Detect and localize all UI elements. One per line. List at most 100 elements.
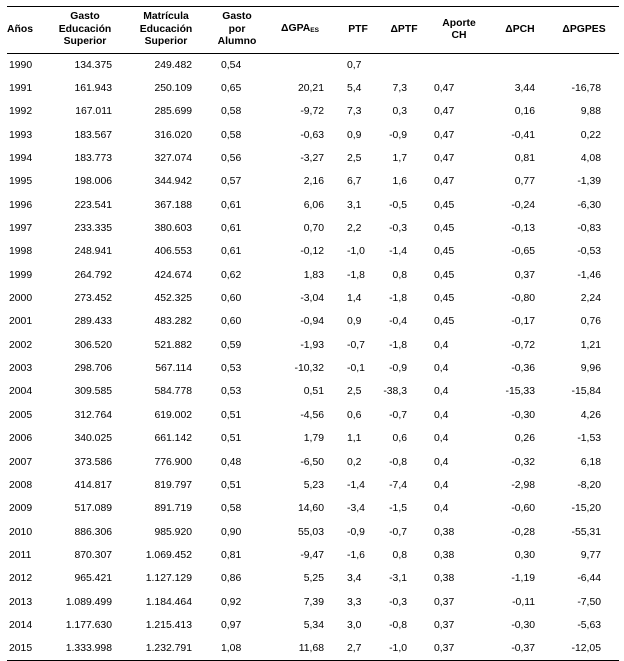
cell-delta-gpa-es: -1,93 bbox=[300, 339, 324, 351]
cell-gasto-educacion-superior: 886.306 bbox=[74, 526, 112, 538]
table-row: 1992 167.011 285.699 0,58 -9,72 7,3 0,3 0,47 0,1… bbox=[7, 100, 619, 123]
cell-delta-pgpes: 9,77 bbox=[580, 549, 601, 561]
cell-delta-ptf: 1,6 bbox=[392, 176, 407, 188]
cell-ptf: -1,6 bbox=[347, 549, 365, 561]
cell-anio: 2007 bbox=[9, 456, 33, 468]
cell-delta-pgpes: 1,21 bbox=[580, 339, 601, 351]
cell-delta-pgpes: -1,53 bbox=[577, 433, 601, 445]
table-row: 2015 1.333.998 1.232.791 1,08 11,68 2,7 -1,0 0,… bbox=[7, 637, 619, 661]
cell-anio: 1994 bbox=[9, 153, 33, 165]
cell-matricula-educacion-superior: 344.942 bbox=[154, 176, 192, 188]
cell-anio: 1999 bbox=[9, 269, 33, 281]
cell-delta-ptf: -1,0 bbox=[381, 637, 427, 661]
cell-gasto-por-alumno: 0,56 bbox=[221, 153, 242, 165]
cell-aporte-ch: 0,45 bbox=[434, 269, 455, 281]
cell-delta-ptf: -0,4 bbox=[389, 316, 407, 328]
cell-delta-pgpes: -15,84 bbox=[571, 386, 601, 398]
header-delta-pch: ΔPCH bbox=[491, 6, 549, 54]
cell-anio: 2012 bbox=[9, 573, 33, 585]
cell-ptf: -0,9 bbox=[347, 526, 365, 538]
cell-delta-pgpes: -0,83 bbox=[577, 223, 601, 235]
cell-anio: 1990 bbox=[9, 59, 33, 71]
cell-ptf: 2,5 bbox=[347, 386, 362, 398]
cell-aporte-ch: 0,45 bbox=[434, 246, 455, 258]
cell-delta-pch: -0,13 bbox=[511, 223, 535, 235]
cell-matricula-educacion-superior: 584.778 bbox=[154, 386, 192, 398]
cell-gasto-por-alumno: 0,62 bbox=[221, 269, 242, 281]
cell-anio: 1997 bbox=[9, 223, 33, 235]
cell-gasto-por-alumno: 0,53 bbox=[221, 386, 242, 398]
cell-matricula-educacion-superior: 661.142 bbox=[154, 433, 192, 445]
cell-delta-pch: 0,30 bbox=[514, 549, 535, 561]
cell-aporte-ch: 0,47 bbox=[434, 176, 455, 188]
cell-delta-pch: -0,80 bbox=[511, 293, 535, 305]
cell-gasto-educacion-superior: 517.089 bbox=[74, 503, 112, 515]
cell-delta-ptf: 0,3 bbox=[392, 106, 407, 118]
cell-matricula-educacion-superior: 1.184.464 bbox=[145, 596, 192, 608]
cell-gasto-por-alumno: 0,90 bbox=[221, 526, 242, 538]
cell-delta-pgpes: -12,05 bbox=[549, 637, 619, 661]
cell-gasto-por-alumno: 0,97 bbox=[221, 619, 242, 631]
cell-delta-gpa-es: -10,32 bbox=[294, 363, 324, 375]
cell-aporte-ch: 0,4 bbox=[434, 503, 449, 515]
cell-ptf: 0,2 bbox=[347, 456, 362, 468]
cell-gasto-educacion-superior: 870.307 bbox=[74, 549, 112, 561]
cell-delta-pch: 0,16 bbox=[514, 106, 535, 118]
cell-gasto-por-alumno: 0,61 bbox=[221, 246, 242, 258]
header-gasto-por-alumno: Gasto por Alumno bbox=[209, 6, 265, 54]
cell-delta-gpa-es: 7,39 bbox=[303, 596, 324, 608]
table-row: 2004 309.585 584.778 0,53 0,51 2,5 -38,3 0,4 -15… bbox=[7, 380, 619, 403]
cell-matricula-educacion-superior: 985.920 bbox=[154, 526, 192, 538]
table-row: 2000 273.452 452.325 0,60 -3,04 1,4 -1,8 0,45 -0… bbox=[7, 287, 619, 310]
cell-aporte-ch: 0,4 bbox=[434, 363, 449, 375]
cell-delta-pch: -0,72 bbox=[511, 339, 535, 351]
cell-delta-ptf: 1,7 bbox=[392, 153, 407, 165]
table-row: 2010 886.306 985.920 0,90 55,03 -0,9 -0,7 0,38 -… bbox=[7, 520, 619, 543]
cell-delta-gpa-es: -3,04 bbox=[300, 293, 324, 305]
cell-ptf: 3,4 bbox=[347, 573, 362, 585]
cell-gasto-educacion-superior: 298.706 bbox=[74, 363, 112, 375]
cell-gasto-educacion-superior: 414.817 bbox=[74, 479, 112, 491]
cell-aporte-ch: 0,47 bbox=[434, 153, 455, 165]
cell-delta-ptf: -38,3 bbox=[383, 386, 407, 398]
cell-aporte-ch: 0,47 bbox=[434, 83, 455, 95]
document-page: Años Gasto Educación Superior Matrícula … bbox=[7, 6, 619, 661]
cell-delta-ptf: -0,5 bbox=[389, 199, 407, 211]
cell-anio: 2006 bbox=[9, 433, 33, 445]
cell-anio: 1991 bbox=[9, 83, 33, 95]
cell-delta-pch: 0,26 bbox=[514, 433, 535, 445]
cell-ptf: 2,7 bbox=[335, 637, 381, 661]
cell-ptf: -1,4 bbox=[347, 479, 365, 491]
cell-aporte-ch: 0,45 bbox=[434, 316, 455, 328]
cell-ptf: 0,9 bbox=[347, 129, 362, 141]
cell-delta-pgpes: 4,26 bbox=[580, 409, 601, 421]
cell-delta-pch: 0,81 bbox=[514, 153, 535, 165]
cell-delta-gpa-es: 5,25 bbox=[303, 573, 324, 585]
cell-delta-gpa-es: 1,83 bbox=[303, 269, 324, 281]
cell-delta-pch: -0,37 bbox=[491, 637, 549, 661]
cell-matricula-educacion-superior: 1.069.452 bbox=[145, 549, 192, 561]
cell-ptf: -3,4 bbox=[347, 503, 365, 515]
cell-anio: 2002 bbox=[9, 339, 33, 351]
cell-aporte-ch: 0,37 bbox=[434, 596, 455, 608]
cell-delta-ptf: -0,9 bbox=[389, 129, 407, 141]
cell-delta-pch: 0,37 bbox=[514, 269, 535, 281]
cell-delta-gpa-es: -4,56 bbox=[300, 409, 324, 421]
cell-aporte-ch: 0,4 bbox=[434, 409, 449, 421]
cell-delta-pch: -0,28 bbox=[511, 526, 535, 538]
cell-ptf: 7,3 bbox=[347, 106, 362, 118]
header-matricula-educacion-superior: Matrícula Educación Superior bbox=[123, 6, 209, 54]
table-row: 2012 965.421 1.127.129 0,86 5,25 3,4 -3,1 0,38 -… bbox=[7, 567, 619, 590]
cell-gasto-por-alumno: 0,54 bbox=[221, 59, 242, 71]
cell-delta-gpa-es: 55,03 bbox=[297, 526, 324, 538]
cell-delta-gpa-es: -0,12 bbox=[300, 246, 324, 258]
cell-matricula-educacion-superior: 483.282 bbox=[154, 316, 192, 328]
cell-delta-ptf: -7,4 bbox=[389, 479, 407, 491]
cell-ptf: 5,4 bbox=[347, 83, 362, 95]
cell-delta-pgpes bbox=[549, 54, 619, 77]
cell-anio: 2015 bbox=[7, 637, 47, 661]
cell-matricula-educacion-superior: 1.232.791 bbox=[123, 637, 209, 661]
cell-aporte-ch: 0,38 bbox=[434, 573, 455, 585]
cell-anio: 2014 bbox=[9, 619, 33, 631]
cell-ptf: 6,7 bbox=[347, 176, 362, 188]
